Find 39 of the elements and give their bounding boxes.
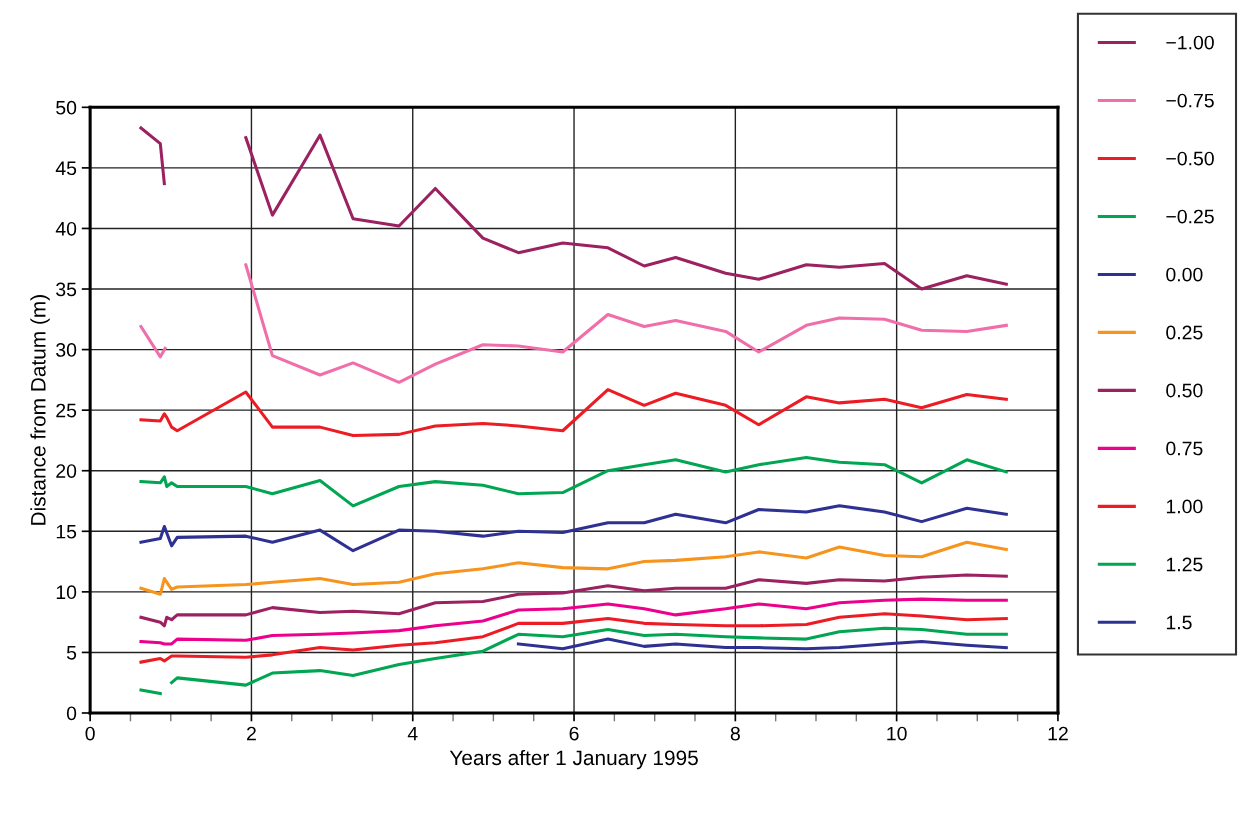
legend-label: −0.25 [1166, 209, 1214, 224]
line-series [139, 504, 1008, 553]
y-tick-label: 10 [56, 585, 77, 600]
y-tick-label: 5 [66, 646, 77, 660]
y-tick-label: 30 [56, 343, 77, 357]
x-tick-label: 10 [887, 726, 907, 741]
y-tick-label: 0 [66, 706, 77, 721]
legend-label: 0.75 [1166, 441, 1203, 456]
line-series [139, 540, 1008, 596]
legend-label: −0.75 [1166, 93, 1214, 108]
legend-label: 1.5 [1166, 615, 1192, 630]
x-tick-label: 8 [730, 726, 740, 741]
y-tick-label: 40 [55, 221, 77, 236]
legend-label: 1.25 [1166, 557, 1203, 572]
legend-label: −1.00 [1166, 35, 1214, 50]
line-series [139, 388, 1008, 438]
legend-label: −0.50 [1166, 151, 1214, 166]
x-axis-title: Years after 1 January 1995 [449, 749, 698, 770]
legend-label: 0.50 [1166, 383, 1203, 398]
y-tick-label: 15 [56, 524, 77, 539]
x-tick-label: 6 [569, 726, 579, 741]
line-series [139, 573, 1008, 628]
legend-label: 0.25 [1166, 325, 1203, 340]
y-tick-label: 50 [56, 100, 77, 115]
y-tick-label: 45 [55, 161, 77, 176]
y-tick-label: 25 [56, 403, 77, 418]
x-tick-label: 0 [85, 726, 95, 741]
x-tick-label: 4 [407, 726, 418, 741]
y-tick-label: 35 [56, 282, 77, 297]
legend-label: 0.00 [1166, 267, 1203, 282]
x-tick-label: 12 [1048, 726, 1068, 741]
y-tick-label: 20 [56, 464, 77, 478]
x-tick-label: 2 [247, 726, 256, 741]
line-series [139, 612, 1008, 664]
line-series [139, 597, 1008, 646]
y-axis-title: Distance from Datum (m) [30, 295, 50, 525]
line-series [139, 455, 1008, 508]
legend-label: 1.00 [1166, 499, 1203, 514]
line-series [516, 637, 1008, 651]
